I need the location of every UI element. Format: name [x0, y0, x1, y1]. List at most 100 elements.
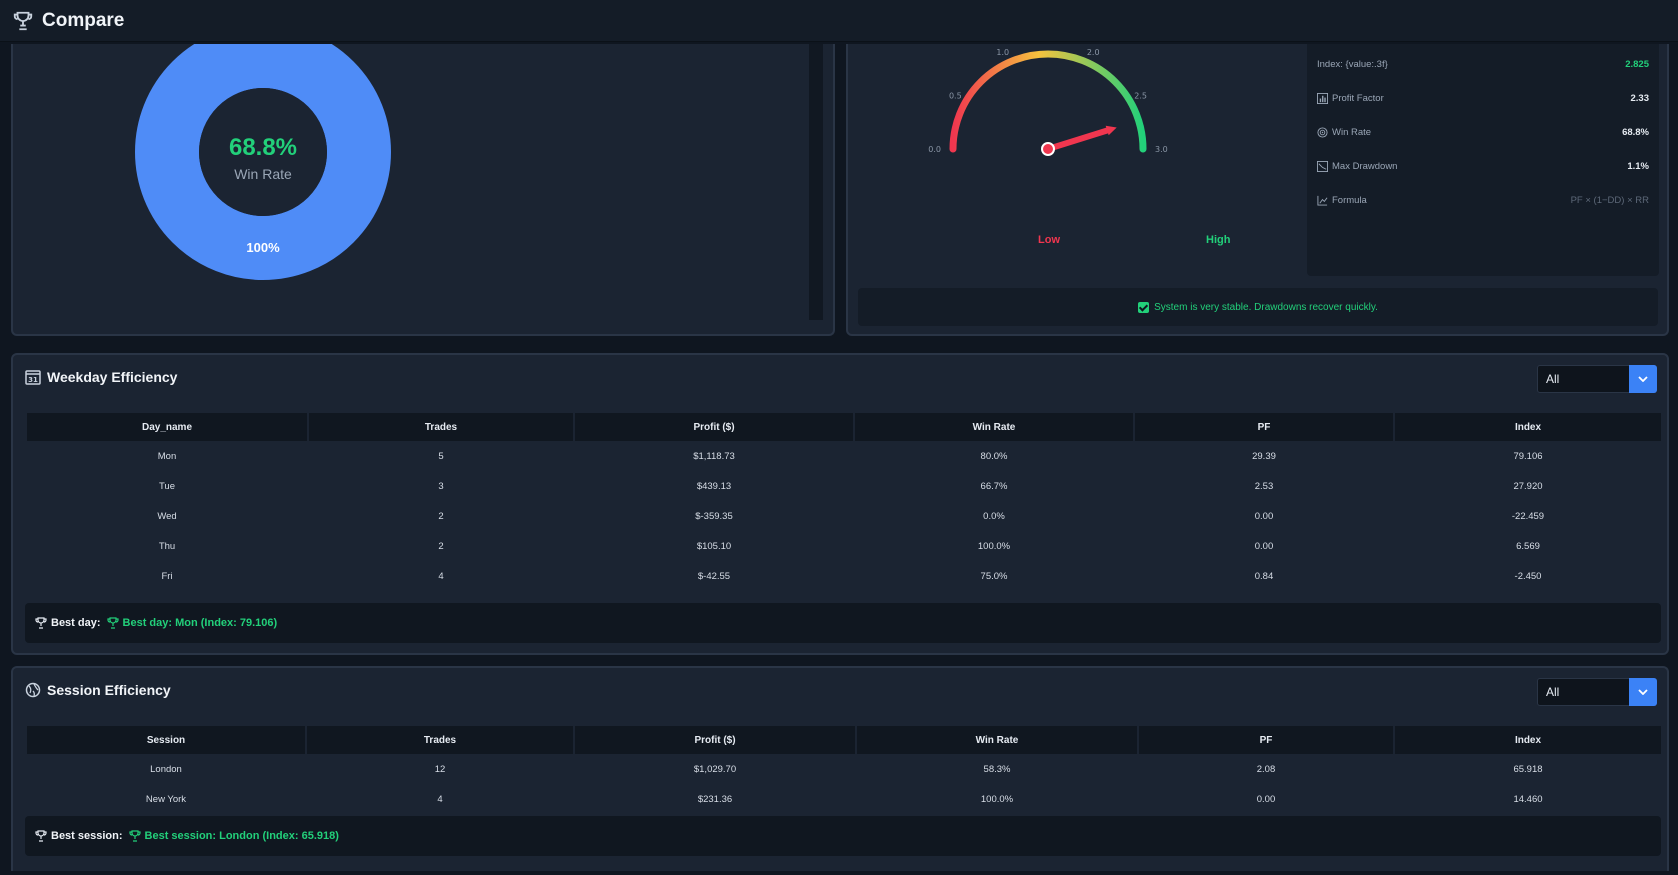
select-value: All [1546, 372, 1560, 386]
metric-label: Win Rate [1332, 126, 1372, 138]
metric-max-drawdown: Max Drawdown 1.1% [1317, 156, 1649, 176]
cell-pf: 0.84 [1254, 570, 1274, 582]
donut-hole [199, 88, 327, 216]
metric-value: 1.1% [1627, 160, 1649, 172]
best-session-bar: Best session: Best session: London (Inde… [25, 816, 1661, 856]
column-header[interactable]: Index [1395, 726, 1661, 754]
trophy-icon [106, 617, 119, 629]
column-header[interactable]: Win Rate [857, 726, 1137, 754]
win-rate-donut: 68.8% Win Rate 100% [123, 24, 403, 334]
cell-profit: $1,118.73 [693, 450, 735, 462]
cell-day: Fri [161, 570, 173, 582]
metric-value: 2.33 [1630, 92, 1650, 104]
weekday-efficiency-section: 31 Weekday Efficiency All Day_name Trade… [11, 353, 1669, 655]
best-day-label: Best day: [51, 617, 101, 629]
metric-value: PF × (1−DD) × RR [1570, 194, 1649, 206]
cell-win-rate: 75.0% [980, 570, 1008, 582]
cell-index: 65.918 [1513, 763, 1543, 775]
cell-day: Mon [157, 450, 177, 462]
table-row: Wed 2 $-359.35 0.0% 0.00 -22.459 [27, 501, 1661, 531]
gauge-tick-label: 3.0 [1155, 145, 1168, 154]
column-header[interactable]: Session [27, 726, 305, 754]
cell-pf: 0.00 [1254, 510, 1274, 522]
cell-trades: 4 [438, 570, 444, 582]
metric-index: Index: {value:.3f} 2.825 [1317, 54, 1649, 74]
cell-profit: $439.13 [696, 480, 732, 492]
cell-pf: 2.08 [1256, 763, 1276, 775]
best-session-label: Best session: [51, 830, 123, 842]
column-header[interactable]: Profit ($) [575, 726, 855, 754]
cell-pf: 0.00 [1254, 540, 1274, 552]
trend-down-icon [1317, 160, 1328, 172]
cell-pf: 0.00 [1256, 793, 1276, 805]
table-row: Thu 2 $105.10 100.0% 0.00 6.569 [27, 531, 1661, 561]
check-icon [1138, 301, 1150, 313]
session-filter-select[interactable]: All [1537, 678, 1657, 706]
trophy-icon [13, 11, 33, 30]
app-header: Compare [0, 0, 1678, 42]
best-day-bar: Best day: Best day: Mon (Index: 79.106) [25, 603, 1661, 643]
column-header[interactable]: Trades [307, 726, 573, 754]
session-efficiency-section: Session Efficiency All Session Trades Pr… [11, 666, 1669, 871]
gauge-arc [949, 50, 1147, 153]
trophy-icon [35, 830, 47, 842]
column-header[interactable]: Index [1395, 413, 1661, 441]
gauge-tick-label: 2.5 [1134, 92, 1147, 101]
metrics-list: Index: {value:.3f} 2.825 Profit Factor 2… [1307, 44, 1659, 276]
cell-index: 79.106 [1513, 450, 1543, 462]
gauge-high-label: High [1206, 234, 1231, 246]
donut-slice-label: 100% [246, 240, 280, 255]
table-row: New York 4 $231.36 100.0% 0.00 14.460 [27, 784, 1661, 814]
chart-line-icon [1317, 195, 1328, 206]
weekday-table: Day_name Trades Profit ($) Win Rate PF I… [25, 413, 1663, 591]
cell-win-rate: 100.0% [977, 540, 1011, 552]
cell-win-rate: 66.7% [980, 480, 1008, 492]
table-header-row: Day_name Trades Profit ($) Win Rate PF I… [27, 413, 1661, 441]
trophy-icon [128, 830, 141, 842]
cell-session: New York [145, 793, 187, 805]
column-header[interactable]: Trades [309, 413, 573, 441]
donut-svg [135, 24, 391, 280]
calendar-icon: 31 [25, 370, 41, 385]
win-rate-label: Win Rate [234, 166, 292, 182]
metric-label: Profit Factor [1332, 92, 1384, 104]
metric-formula: Formula PF × (1−DD) × RR [1317, 190, 1649, 210]
stability-gauge: 0.0 0.5 1.0 2.0 2.5 3.0 Low High [908, 44, 1231, 284]
chevron-down-icon[interactable] [1629, 365, 1657, 393]
cell-win-rate: 80.0% [980, 450, 1008, 462]
best-day-value: Best day: Mon (Index: 79.106) [122, 617, 278, 629]
metric-profit-factor: Profit Factor 2.33 [1317, 88, 1649, 108]
cell-trades: 3 [438, 480, 444, 492]
column-header[interactable]: Day_name [27, 413, 307, 441]
metric-value: 68.8% [1622, 126, 1649, 138]
cell-profit: $105.10 [696, 540, 732, 552]
table-row: Fri 4 $-42.55 75.0% 0.84 -2.450 [27, 561, 1661, 591]
cell-profit: $1,029.70 [693, 763, 737, 775]
column-header[interactable]: PF [1139, 726, 1393, 754]
weekday-filter-select[interactable]: All [1537, 365, 1657, 393]
win-rate-value: 68.8% [228, 134, 298, 161]
cell-win-rate: 100.0% [980, 793, 1014, 805]
cell-trades: 5 [438, 450, 444, 462]
cell-trades: 12 [434, 763, 446, 775]
chevron-down-icon[interactable] [1629, 678, 1657, 706]
metric-label: Formula [1332, 194, 1367, 206]
section-title: Weekday Efficiency [47, 369, 178, 385]
column-header[interactable]: Profit ($) [575, 413, 853, 441]
stability-panel: 0.0 0.5 1.0 2.0 2.5 3.0 Low High Index: {valu… [846, 44, 1669, 336]
column-header[interactable]: PF [1135, 413, 1393, 441]
column-header[interactable]: Win Rate [855, 413, 1133, 441]
metric-label: Max Drawdown [1332, 160, 1398, 172]
win-rate-panel: 68.8% Win Rate 100% [11, 24, 835, 336]
trophy-icon [35, 617, 47, 629]
cell-index: 6.569 [1516, 540, 1540, 552]
select-value: All [1546, 685, 1560, 699]
best-session-value: Best session: London (Index: 65.918) [144, 830, 339, 842]
table-header-row: Session Trades Profit ($) Win Rate PF In… [27, 726, 1661, 754]
gauge-tick-label: 1.0 [996, 48, 1009, 57]
section-title: Session Efficiency [47, 682, 171, 698]
metric-win-rate: Win Rate 68.8% [1317, 122, 1649, 142]
donut-slice[interactable] [135, 24, 391, 280]
panel-scrollbar[interactable] [809, 44, 823, 320]
cell-trades: 2 [438, 510, 444, 522]
